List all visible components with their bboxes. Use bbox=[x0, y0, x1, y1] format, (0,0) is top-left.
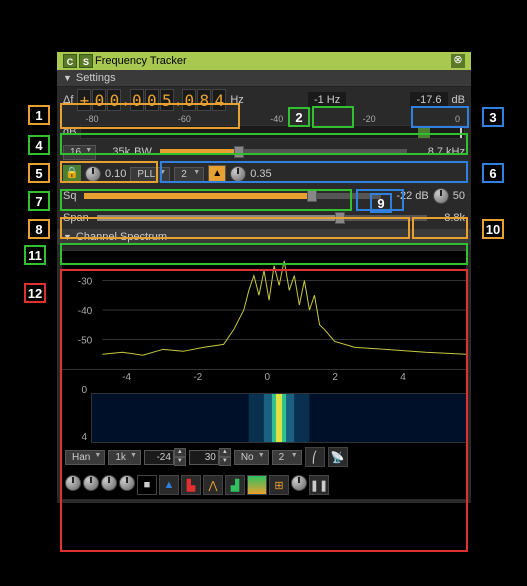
icon-s[interactable]: S bbox=[79, 54, 93, 68]
settings-label: Settings bbox=[76, 72, 116, 84]
sq-label: Sq bbox=[63, 190, 76, 202]
span-label: Span bbox=[63, 212, 89, 224]
curve-icon[interactable]: ⎛ bbox=[305, 447, 325, 467]
main-panel: C S Frequency Tracker ⊗ ▼ Settings Δf + … bbox=[57, 52, 471, 503]
svg-text:-50: -50 bbox=[78, 336, 93, 347]
avg-select[interactable]: 2 bbox=[272, 450, 302, 465]
power-value: -17.6 bbox=[410, 92, 447, 108]
ref-spinner[interactable]: ▲▼ bbox=[144, 448, 186, 466]
bw-label: BW bbox=[134, 146, 152, 158]
sq-slider[interactable] bbox=[84, 193, 380, 199]
broadcast-icon[interactable]: 📡 bbox=[328, 447, 348, 467]
clear-icon[interactable]: ■ bbox=[137, 475, 157, 495]
meter-row: dB -80 -60 -40 -20 0 bbox=[57, 113, 471, 141]
svg-text:-30: -30 bbox=[78, 277, 93, 288]
alpha-knob[interactable] bbox=[85, 166, 101, 182]
freq-row: Δf + 0 0 , 0 0 5 , 0 8 4 Hz -1 Hz -17.6 … bbox=[57, 87, 471, 113]
knob-4[interactable] bbox=[119, 475, 135, 491]
collapse-icon: ▼ bbox=[63, 232, 72, 242]
spectrum-controls: Han 1k ▲▼ ▲▼ No 2 ⎛ 📡 bbox=[61, 443, 467, 471]
window-select[interactable]: Han bbox=[65, 450, 105, 465]
close-icon[interactable]: ⊗ bbox=[451, 54, 465, 68]
bw-row: 16 35k BW 8.7 kHz bbox=[57, 141, 471, 163]
fill-icon[interactable]: ▟ bbox=[225, 475, 245, 495]
settings-header[interactable]: ▼ Settings bbox=[57, 70, 471, 87]
sr-label: 35k bbox=[100, 146, 130, 158]
spectrum-header[interactable]: ▼ Channel Spectrum bbox=[57, 229, 471, 246]
collapse-icon: ▼ bbox=[63, 73, 72, 83]
knob-5[interactable] bbox=[291, 475, 307, 491]
gate-value: 50 bbox=[453, 190, 465, 202]
pll-row: 🔒 0.10 PLL 2 ▲ 0.35 bbox=[57, 163, 471, 185]
warning-icon[interactable]: ▲ bbox=[208, 165, 226, 183]
beta-knob[interactable] bbox=[230, 166, 246, 182]
gradient-icon[interactable] bbox=[247, 475, 267, 495]
trace-icon[interactable]: ⋀ bbox=[203, 475, 223, 495]
sq-value: -22 dB bbox=[389, 190, 429, 202]
delta-f-label: Δf bbox=[63, 94, 73, 106]
mode-select[interactable]: PLL bbox=[130, 167, 170, 182]
knob-2[interactable] bbox=[83, 475, 99, 491]
icon-c[interactable]: C bbox=[63, 54, 77, 68]
db-label: dB bbox=[452, 94, 465, 106]
spectrum-container: -30 -40 -50 -4 -2 0 2 4 0 4 bbox=[61, 250, 467, 499]
waterfall-plot[interactable] bbox=[91, 393, 467, 443]
fft-select[interactable]: 1k bbox=[108, 450, 141, 465]
lock-icon[interactable]: 🔒 bbox=[63, 165, 81, 183]
avg-mode-select[interactable]: No bbox=[234, 450, 269, 465]
pause-icon[interactable]: ❚❚ bbox=[309, 475, 329, 495]
hz-label: Hz bbox=[230, 94, 243, 106]
spectrum-label: Channel Spectrum bbox=[76, 231, 167, 243]
freq-display[interactable]: + 0 0 , 0 0 5 , 0 8 4 bbox=[77, 89, 226, 111]
bw-value: 8.7 kHz bbox=[415, 146, 465, 158]
peak-icon[interactable]: ▲ bbox=[159, 475, 179, 495]
alpha-value: 0.10 bbox=[105, 168, 126, 180]
power-meter: -80 -60 -40 -20 0 bbox=[80, 125, 465, 139]
range-spinner[interactable]: ▲▼ bbox=[189, 448, 231, 466]
span-row: Span 8.8k bbox=[57, 207, 471, 229]
span-slider[interactable] bbox=[97, 215, 427, 221]
icon-toolbar: ■ ▲ ▙ ⋀ ▟ ⊞ ❚❚ bbox=[61, 471, 467, 499]
knob-1[interactable] bbox=[65, 475, 81, 491]
titlebar: C S Frequency Tracker ⊗ bbox=[57, 52, 471, 70]
grid-icon[interactable]: ⊞ bbox=[269, 475, 289, 495]
span-value: 8.8k bbox=[435, 212, 465, 224]
spectrum-plot[interactable]: -30 -40 -50 bbox=[61, 250, 467, 370]
svg-text:-40: -40 bbox=[78, 306, 93, 317]
squelch-row: Sq -22 dB 50 bbox=[57, 185, 471, 207]
hist-icon[interactable]: ▙ bbox=[181, 475, 201, 495]
decim-select[interactable]: 16 bbox=[63, 145, 96, 160]
meter-label: dB bbox=[63, 126, 76, 138]
bw-slider[interactable] bbox=[160, 149, 407, 155]
gate-knob[interactable] bbox=[433, 188, 449, 204]
knob-3[interactable] bbox=[101, 475, 117, 491]
order-select[interactable]: 2 bbox=[174, 167, 204, 182]
beta-value: 0.35 bbox=[250, 168, 271, 180]
window-title: Frequency Tracker bbox=[95, 55, 187, 67]
offset-value: -1 Hz bbox=[308, 92, 346, 108]
